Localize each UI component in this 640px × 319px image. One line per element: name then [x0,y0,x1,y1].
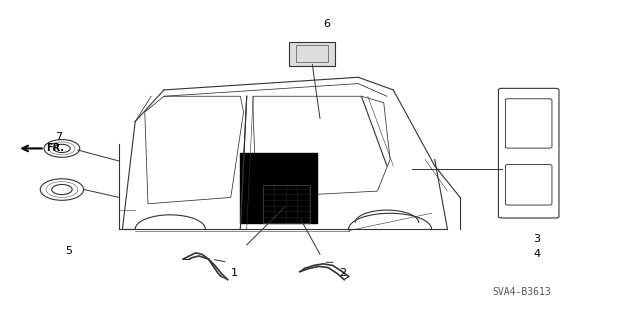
FancyBboxPatch shape [506,165,552,205]
FancyBboxPatch shape [241,153,317,223]
FancyBboxPatch shape [289,41,335,66]
Text: 3: 3 [533,234,540,243]
Text: 1: 1 [230,268,237,278]
Text: 7: 7 [55,132,62,142]
Text: 5: 5 [65,246,72,256]
Text: 4: 4 [533,249,540,259]
Text: SVA4-B3613: SVA4-B3613 [492,287,551,297]
Text: 6: 6 [323,19,330,28]
FancyBboxPatch shape [499,88,559,218]
Text: 2: 2 [339,268,346,278]
FancyBboxPatch shape [506,99,552,148]
Text: FR.: FR. [46,144,64,153]
